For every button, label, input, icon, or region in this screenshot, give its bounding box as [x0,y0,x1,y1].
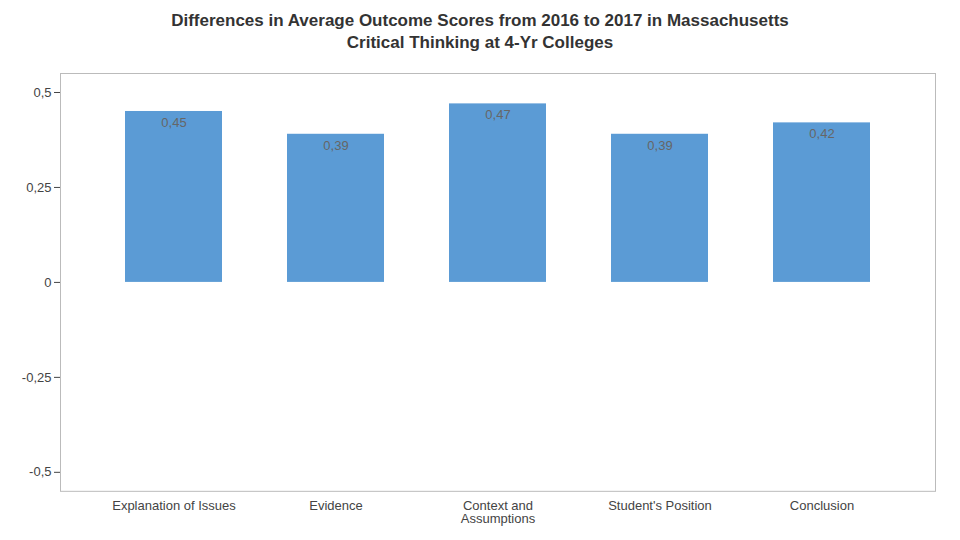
svg-text:-0,25: -0,25 [22,370,52,385]
svg-text:0,45: 0,45 [161,115,186,130]
svg-text:Evidence: Evidence [309,498,362,513]
svg-text:0,25: 0,25 [26,180,51,195]
svg-text:0: 0 [44,275,51,290]
svg-text:Explanation of Issues: Explanation of Issues [112,498,236,513]
svg-text:Student's Position: Student's Position [608,498,712,513]
svg-text:0,39: 0,39 [323,138,348,153]
svg-text:0,39: 0,39 [647,138,672,153]
html-text:Differences in Average Outcome: Differences in Average Outcome Scores fr… [171,11,789,53]
svg-text:0,42: 0,42 [809,126,834,141]
svg-text:Context andAssumptions: Context andAssumptions [461,498,536,526]
svg-text:Conclusion: Conclusion [790,498,854,513]
svg-text:0,5: 0,5 [33,85,51,100]
svg-text:-0,5: -0,5 [29,465,51,480]
svg-text:0,47: 0,47 [485,107,510,122]
